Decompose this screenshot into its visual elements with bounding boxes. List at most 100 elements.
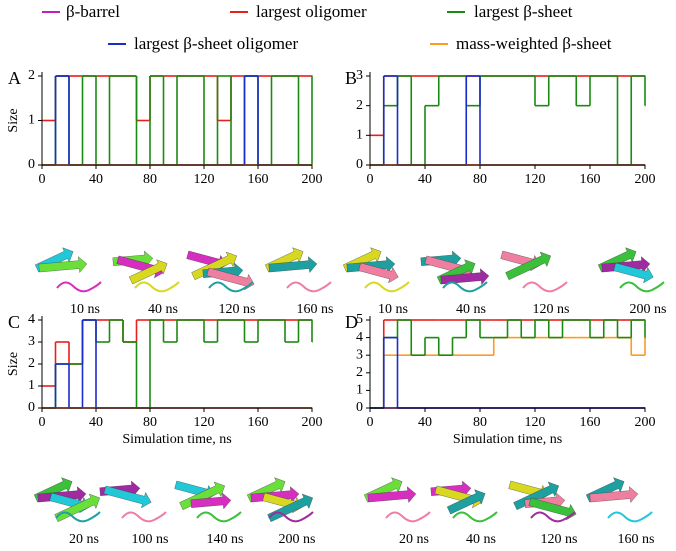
snapshot-label: 10 ns xyxy=(378,302,408,317)
structure-coil xyxy=(134,281,180,293)
legend-label: largest oligomer xyxy=(256,2,367,21)
structure-strand xyxy=(528,497,577,521)
x-tick-label: 200 xyxy=(302,172,323,187)
structure-coil xyxy=(452,511,498,523)
structure-strand xyxy=(190,492,232,510)
strand-arrow xyxy=(589,486,639,503)
y-tick-label: 2 xyxy=(356,365,363,380)
x-tick-label: 200 xyxy=(302,415,323,430)
x-axis-label: Simulation time, ns xyxy=(453,432,562,447)
panel-label: D xyxy=(345,312,358,332)
x-tick-label: 160 xyxy=(580,172,601,187)
structure-strand xyxy=(103,485,152,509)
strand-arrow xyxy=(37,486,87,503)
x-tick-label: 80 xyxy=(143,172,157,187)
x-tick-label: 200 xyxy=(635,172,656,187)
y-tick-label: 0 xyxy=(356,157,363,172)
y-tick-label: 3 xyxy=(356,347,363,362)
strand-arrow xyxy=(268,256,318,273)
y-tick-label: 1 xyxy=(356,128,363,143)
structure-strand xyxy=(267,493,313,522)
strand-arrow xyxy=(54,493,100,522)
structure-coil xyxy=(55,511,101,523)
snapshot-label: 40 ns xyxy=(466,532,496,547)
x-tick-label: 160 xyxy=(580,415,601,430)
snapshot-label: 160 ns xyxy=(297,302,334,317)
snapshot-label: 40 ns xyxy=(148,302,178,317)
y-tick-label: 3 xyxy=(356,68,363,83)
x-tick-label: 0 xyxy=(39,415,46,430)
strand-arrow xyxy=(250,486,300,503)
x-tick-label: 40 xyxy=(418,172,432,187)
y-tick-label: 1 xyxy=(356,383,363,398)
structure-strand xyxy=(54,493,100,522)
structure-coil xyxy=(442,281,488,293)
snapshot-label: 200 ns xyxy=(630,302,667,317)
structure-coil xyxy=(196,511,242,523)
x-tick-label: 0 xyxy=(367,415,374,430)
y-axis-label: Size xyxy=(6,352,21,376)
snapshot-label: 120 ns xyxy=(219,302,256,317)
legend-label: mass-weighted β-sheet xyxy=(456,34,612,53)
snapshot-label: 20 ns xyxy=(69,532,99,547)
structure-strand xyxy=(250,486,300,503)
x-tick-label: 0 xyxy=(39,172,46,187)
y-tick-label: 2 xyxy=(356,98,363,113)
x-tick-label: 80 xyxy=(473,172,487,187)
strand-arrow xyxy=(358,262,399,284)
x-tick-label: 40 xyxy=(89,172,103,187)
snapshot-label: 40 ns xyxy=(456,302,486,317)
snapshot-label: 100 ns xyxy=(132,532,169,547)
structure-strand xyxy=(37,486,87,503)
structure-coil xyxy=(619,281,665,293)
strand-arrow xyxy=(128,259,168,285)
structure-strand xyxy=(206,267,255,291)
x-tick-label: 80 xyxy=(143,415,157,430)
y-tick-label: 2 xyxy=(28,68,35,83)
x-tick-label: 120 xyxy=(194,415,215,430)
snapshot-label: 120 ns xyxy=(533,302,570,317)
structure-strand xyxy=(367,486,417,503)
y-axis-label: Size xyxy=(6,108,21,132)
structure-coil xyxy=(607,511,653,523)
strand-arrow xyxy=(613,262,654,284)
structure-coil xyxy=(364,281,410,293)
structure-strand xyxy=(446,489,486,515)
strand-arrow xyxy=(267,493,313,522)
snapshot-label: 160 ns xyxy=(618,532,655,547)
legend-label: largest β-sheet oligomer xyxy=(134,34,298,53)
structure-strand xyxy=(358,262,399,284)
x-tick-label: 160 xyxy=(248,415,269,430)
y-tick-label: 0 xyxy=(28,157,35,172)
panel-label: B xyxy=(345,68,357,88)
strand-arrow xyxy=(528,497,577,521)
structure-coil xyxy=(530,511,576,523)
structure-coil xyxy=(268,511,314,523)
x-tick-label: 120 xyxy=(525,172,546,187)
x-tick-label: 0 xyxy=(367,172,374,187)
structure-strand xyxy=(589,486,639,503)
strand-arrow xyxy=(206,267,255,291)
structure-strand xyxy=(128,259,168,285)
x-tick-label: 160 xyxy=(248,172,269,187)
structure-strand xyxy=(38,256,88,273)
snapshot-label: 120 ns xyxy=(541,532,578,547)
x-tick-label: 200 xyxy=(635,415,656,430)
structure-strand xyxy=(601,256,651,273)
y-tick-label: 4 xyxy=(356,330,363,345)
strand-arrow xyxy=(103,485,152,509)
panel-label: C xyxy=(8,312,20,332)
strand-arrow xyxy=(601,256,651,273)
strand-arrow xyxy=(346,256,396,273)
structure-coil xyxy=(522,281,568,293)
panel-label: A xyxy=(8,68,21,88)
strand-arrow xyxy=(505,251,551,280)
y-tick-label: 0 xyxy=(28,400,35,415)
strand-arrow xyxy=(190,492,232,510)
y-tick-label: 0 xyxy=(356,400,363,415)
snapshot-label: 20 ns xyxy=(399,532,429,547)
x-tick-label: 120 xyxy=(525,415,546,430)
y-tick-label: 3 xyxy=(28,334,35,349)
x-axis-label: Simulation time, ns xyxy=(122,432,231,447)
